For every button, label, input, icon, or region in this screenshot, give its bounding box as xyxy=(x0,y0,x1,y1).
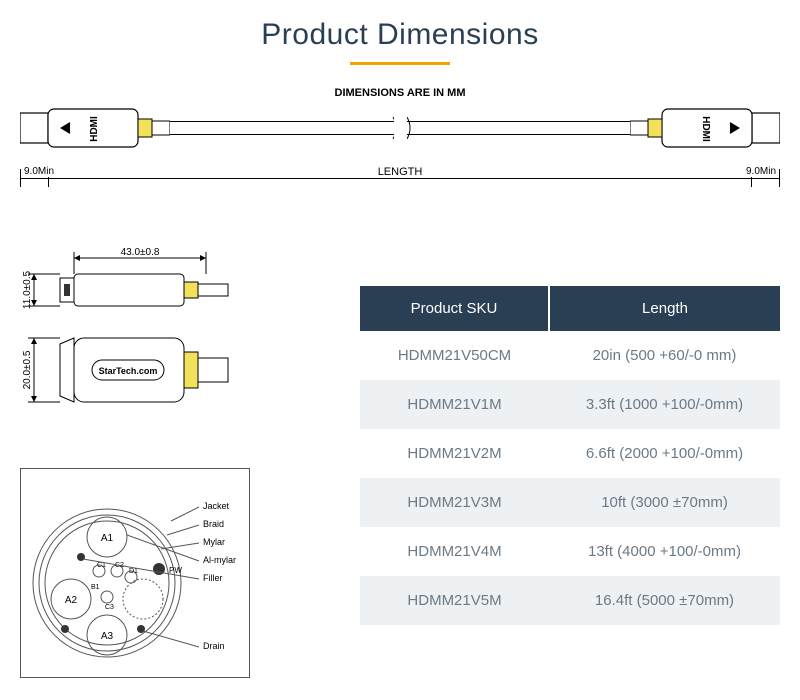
svg-text:A1: A1 xyxy=(101,533,114,544)
table-row: HDMM21V3M 10ft (3000 ±70mm) xyxy=(360,478,780,527)
table-row: HDMM21V4M 13ft (4000 +100/-0mm) xyxy=(360,527,780,576)
units-note: DIMENSIONS ARE IN MM xyxy=(335,87,466,99)
sku-cell: HDMM21V1M xyxy=(360,380,549,429)
svg-text:D1: D1 xyxy=(129,568,138,575)
svg-text:PW: PW xyxy=(169,566,182,575)
length-cell: 13ft (4000 +100/-0mm) xyxy=(549,527,780,576)
svg-text:B1: B1 xyxy=(91,584,100,591)
sku-cell: HDMM21V5M xyxy=(360,576,549,625)
title-underline xyxy=(350,62,450,65)
sku-length-table: Product SKU Length HDMM21V50CM 20in (500… xyxy=(360,286,780,625)
cable-length-diagram: DIMENSIONS ARE IN MM HDMI HDMI xyxy=(20,87,780,197)
cable-break-icon xyxy=(385,117,415,139)
connector-left: HDMI xyxy=(20,105,170,151)
min-label-left: 9.0Min xyxy=(22,166,56,177)
length-cell: 6.6ft (2000 +100/-0mm) xyxy=(549,429,780,478)
length-cell: 3.3ft (1000 +100/-0mm) xyxy=(549,380,780,429)
connector-views: 43.0±0.8 11.0±0.5 20.0±0.5 StarTech.com xyxy=(20,248,240,438)
page-title: Product Dimensions xyxy=(0,18,800,52)
xs-braid: Braid xyxy=(203,519,224,529)
dim-top-h: 20.0±0.5 xyxy=(22,350,33,389)
min-label-right: 9.0Min xyxy=(744,166,778,177)
table-row: HDMM21V5M 16.4ft (5000 ±70mm) xyxy=(360,576,780,625)
dimension-line: 9.0Min 9.0Min LENGTH xyxy=(20,169,780,187)
sku-cell: HDMM21V3M xyxy=(360,478,549,527)
svg-text:C3: C3 xyxy=(105,604,114,611)
table-row: HDMM21V2M 6.6ft (2000 +100/-0mm) xyxy=(360,429,780,478)
xs-drain: Drain xyxy=(203,641,225,651)
xs-mylar: Mylar xyxy=(203,537,225,547)
xs-filler: Filler xyxy=(203,573,223,583)
sku-cell: HDMM21V50CM xyxy=(360,331,549,380)
length-cell: 10ft (3000 ±70mm) xyxy=(549,478,780,527)
svg-text:A2: A2 xyxy=(65,595,78,606)
table-row: HDMM21V50CM 20in (500 +60/-0 mm) xyxy=(360,331,780,380)
svg-text:HDMI: HDMI xyxy=(700,116,711,142)
svg-text:HDMI: HDMI xyxy=(89,116,100,142)
table-header-sku: Product SKU xyxy=(360,286,549,331)
xs-almylar: Al-mylar xyxy=(203,555,236,565)
sku-cell: HDMM21V4M xyxy=(360,527,549,576)
length-label: LENGTH xyxy=(376,166,425,178)
table-header-length: Length xyxy=(549,286,780,331)
length-cell: 16.4ft (5000 ±70mm) xyxy=(549,576,780,625)
sku-cell: HDMM21V2M xyxy=(360,429,549,478)
brand-text: StarTech.com xyxy=(99,366,158,376)
cable-cross-section: A1 A2 A3 C1 C2 D1 B1 C3 PW Jacket Braid … xyxy=(20,468,250,678)
xs-jacket: Jacket xyxy=(203,501,230,511)
dim-side-h: 11.0±0.5 xyxy=(22,271,33,310)
svg-text:A3: A3 xyxy=(101,631,114,642)
connector-right: HDMI xyxy=(630,105,780,151)
dim-width: 43.0±0.8 xyxy=(121,248,160,258)
table-row: HDMM21V1M 3.3ft (1000 +100/-0mm) xyxy=(360,380,780,429)
length-cell: 20in (500 +60/-0 mm) xyxy=(549,331,780,380)
